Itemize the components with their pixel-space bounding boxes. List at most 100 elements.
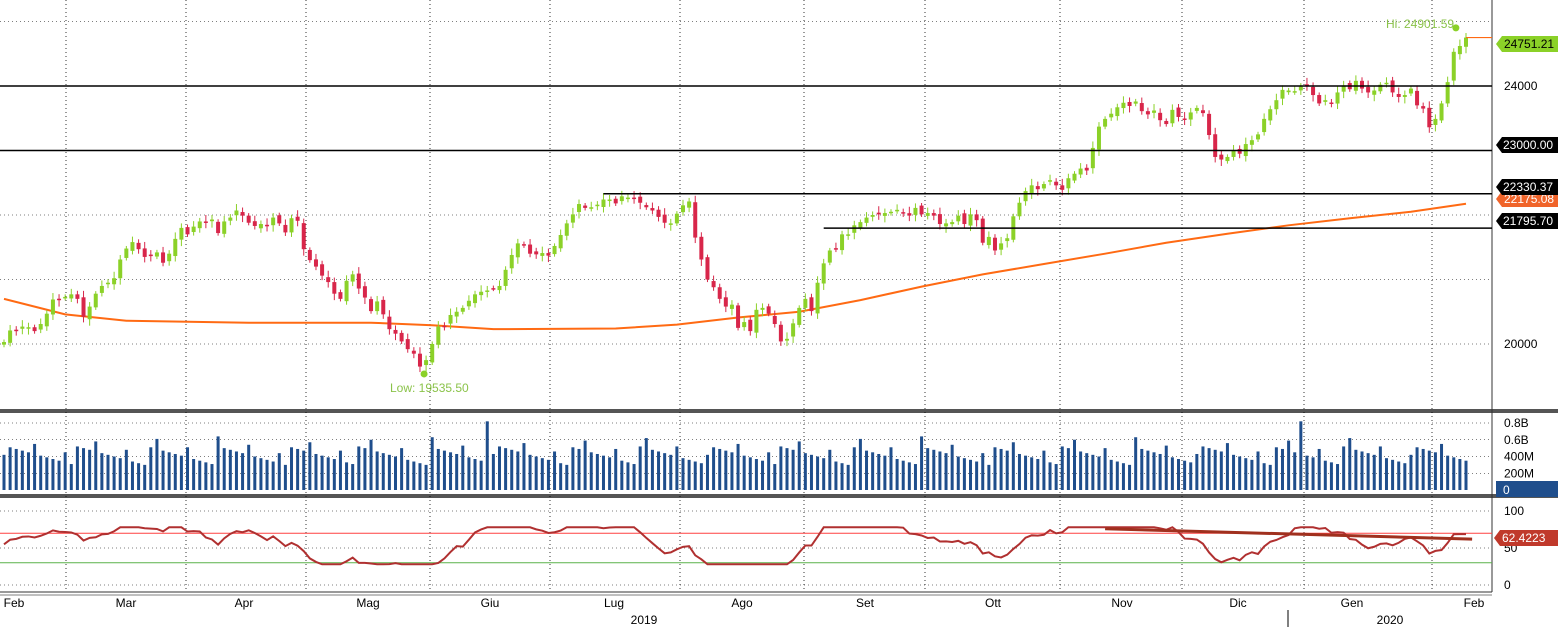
- candle-body: [986, 236, 991, 246]
- candle-body: [937, 214, 942, 225]
- volume-bar: [546, 459, 550, 490]
- volume-bar: [479, 460, 483, 490]
- panel-separator-2: [0, 494, 1558, 498]
- volume-bar: [1323, 460, 1327, 490]
- volume-last-badge: 0: [1496, 481, 1558, 497]
- candle-body: [466, 300, 471, 307]
- candle-body: [503, 269, 508, 286]
- volume-bar: [1274, 447, 1278, 490]
- volume-bar: [1066, 448, 1070, 490]
- candle-body: [1439, 103, 1444, 121]
- candle-body: [1145, 111, 1150, 115]
- volume-bar: [595, 453, 599, 490]
- month-label: Ott: [985, 596, 1002, 610]
- volume-bar: [528, 454, 532, 490]
- candle-body: [1188, 112, 1193, 120]
- candle-body: [876, 212, 881, 215]
- volume-bar: [962, 458, 966, 490]
- volume-bar: [2, 454, 6, 490]
- volume-bar: [1225, 443, 1229, 490]
- volume-bar: [1213, 449, 1217, 490]
- volume-bar: [485, 421, 489, 490]
- candle-body: [234, 210, 239, 216]
- volume-bar: [436, 448, 440, 490]
- volume-bar: [1054, 464, 1058, 490]
- candle-body: [974, 214, 979, 221]
- volume-bar: [981, 453, 985, 490]
- volume-bar: [675, 446, 679, 490]
- volume-bar: [993, 447, 997, 490]
- candle-body: [742, 322, 747, 328]
- volume-bar: [1042, 450, 1046, 490]
- volume-bar: [1048, 462, 1052, 490]
- candle-body: [209, 219, 214, 222]
- volume-bar: [393, 456, 397, 490]
- candle-body: [246, 215, 251, 223]
- volume-bar: [222, 448, 226, 490]
- volume-bar: [75, 446, 79, 490]
- candle-body: [962, 213, 967, 225]
- volume-bar: [192, 459, 196, 490]
- level-22330-text: 22330.37: [1503, 180, 1553, 194]
- volume-bar: [1195, 453, 1199, 490]
- month-label: Lug: [604, 596, 624, 610]
- volume-bar: [1079, 451, 1083, 490]
- candle-body: [1384, 82, 1389, 85]
- volume-bar: [1360, 451, 1364, 490]
- candle-body: [778, 324, 783, 342]
- candle-body: [1090, 147, 1095, 169]
- volume-bar: [601, 455, 605, 490]
- volume-bar: [626, 462, 630, 490]
- volume-bar: [577, 448, 581, 490]
- candle-body: [136, 242, 141, 250]
- price-tick-20000: 20000: [1504, 337, 1538, 351]
- candle-body: [583, 205, 588, 208]
- candle-body: [803, 298, 808, 308]
- volume-bar: [840, 463, 844, 490]
- candle-body: [1072, 173, 1077, 181]
- candle-body: [338, 292, 343, 299]
- candle-body: [179, 227, 184, 240]
- candle-body: [1280, 89, 1285, 99]
- volume-bar: [1030, 457, 1034, 490]
- candle-body: [485, 290, 490, 292]
- volume-bar: [271, 461, 275, 490]
- candle-body: [1311, 86, 1316, 96]
- volume-bar: [216, 436, 220, 490]
- volume-bar: [589, 452, 593, 490]
- candle-body: [1158, 112, 1163, 121]
- volume-bar: [1097, 456, 1101, 490]
- candle-body: [1286, 90, 1291, 93]
- volume-bar: [1446, 455, 1450, 490]
- candle-body: [81, 297, 86, 317]
- candle-body: [1292, 91, 1297, 93]
- candle-body: [797, 307, 802, 325]
- candle-body: [105, 282, 110, 285]
- candles-layer: [2, 24, 1468, 378]
- candle-body: [846, 234, 851, 236]
- candle-body: [980, 218, 985, 243]
- candle-body: [26, 327, 31, 329]
- volume-bar: [534, 456, 538, 490]
- volume-tick-label: 0.8B: [1504, 416, 1529, 430]
- candle-body: [644, 205, 649, 208]
- rsi-last-badge: 62.4223: [1494, 530, 1558, 546]
- volume-bar: [1189, 462, 1193, 490]
- volume-bar: [913, 464, 917, 490]
- candle-body: [295, 216, 300, 221]
- volume-bar: [871, 452, 875, 490]
- volume-bar: [283, 464, 287, 490]
- candle-body: [479, 291, 484, 296]
- candle-body: [827, 250, 832, 263]
- volume-bar: [553, 451, 557, 490]
- candle-body: [1035, 186, 1040, 190]
- candle-body: [356, 273, 361, 289]
- candle-body: [313, 259, 318, 267]
- candle-body: [864, 217, 869, 223]
- candle-body: [326, 277, 331, 283]
- candle-body: [895, 209, 900, 212]
- candle-body: [546, 253, 551, 256]
- volume-bar: [137, 463, 141, 490]
- volume-bar: [920, 436, 924, 490]
- candle-body: [1335, 92, 1340, 104]
